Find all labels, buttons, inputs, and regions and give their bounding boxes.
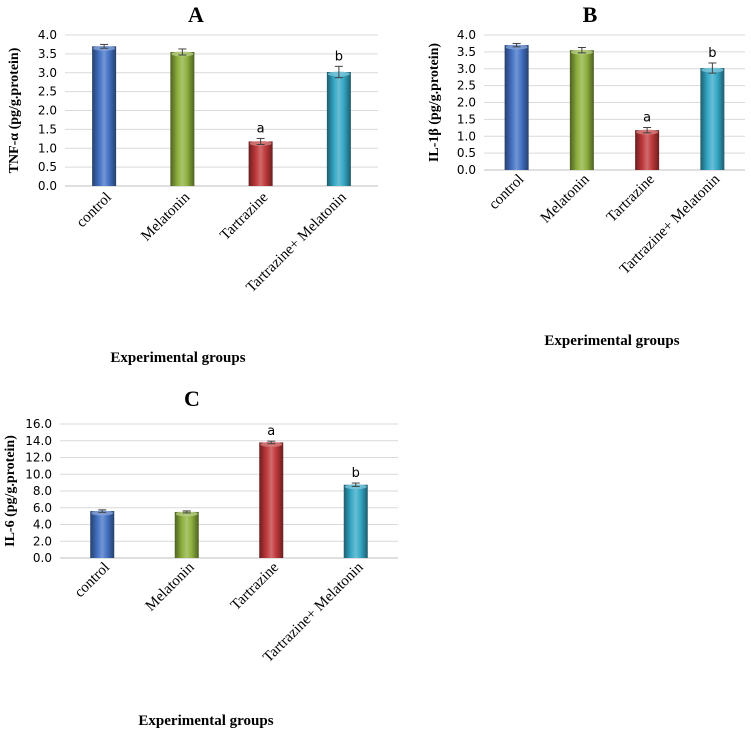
y-tick-label: 0.5 <box>38 160 57 174</box>
bar-2-0 <box>90 511 115 558</box>
chart-panel-b: 0.0 0.5 1.0 1.5 2.0 2.5 3.0 3.5 4.0 B IL-1β (pg/g.… <box>427 2 745 349</box>
y-tick-label: 4.0 <box>38 28 57 42</box>
category-label: control <box>74 190 115 231</box>
y-tick-label: 0.0 <box>38 179 57 193</box>
category-label: Melatonin <box>143 559 198 614</box>
bar-0-1 <box>170 51 195 186</box>
chart-title: A <box>188 2 204 27</box>
chart-panel-a: 0.0 0.5 1.0 1.5 2.0 2.5 3.0 3.5 4.0 A TNF-α (pg/g.… <box>7 2 378 366</box>
category-label: Melatonin <box>138 189 193 244</box>
y-tick-label: 1.5 <box>38 122 57 136</box>
y-axis-title: IL-1β (pg/g.protein) <box>427 43 442 162</box>
y-axis-title: IL-6 (pg/g.protein) <box>3 435 18 547</box>
bar-1-3 <box>700 68 725 170</box>
y-tick-label: 0.0 <box>33 551 52 565</box>
category-label: Melatonin <box>538 171 593 226</box>
y-tick-label: 2.0 <box>33 534 52 548</box>
y-tick-label: 14.0 <box>25 434 52 448</box>
y-tick-label: 2.0 <box>38 104 57 118</box>
category-label: control <box>486 172 527 213</box>
y-tick-label: 1.0 <box>457 129 476 143</box>
chart-title: B <box>583 2 598 27</box>
significance-label: b <box>352 466 360 481</box>
chart-panel-c: 0.0 2.0 4.0 6.0 8.0 10.0 12.0 14.0 16.0 C IL-6 (pg… <box>3 386 398 729</box>
y-tick-label: 1.5 <box>457 112 476 126</box>
significance-label: b <box>335 49 343 64</box>
x-axis-title: Experimental groups <box>544 333 679 349</box>
category-label: Tartrazine <box>217 189 271 243</box>
bar-1-2 <box>635 130 660 170</box>
y-tick-label: 3.0 <box>38 66 57 80</box>
y-tick-label: 2.5 <box>38 85 57 99</box>
category-label: Tartrazine <box>604 171 658 225</box>
significance-label: a <box>257 121 265 136</box>
category-label: Tartrazine <box>228 559 282 613</box>
x-axis-title: Experimental groups <box>138 713 273 729</box>
significance-label: a <box>643 110 651 125</box>
y-tick-label: 1.0 <box>38 141 57 155</box>
y-tick-label: 12.0 <box>25 451 52 465</box>
bar-2-1 <box>174 511 199 558</box>
bar-2-2 <box>259 442 284 558</box>
y-tick-label: 6.0 <box>33 501 52 515</box>
y-tick-label: 16.0 <box>25 417 52 431</box>
bar-2-3 <box>343 484 368 558</box>
y-tick-label: 0.5 <box>457 146 476 160</box>
y-tick-label: 3.5 <box>457 45 476 59</box>
significance-label: b <box>708 46 716 61</box>
bar-cap <box>175 511 198 517</box>
y-tick-label: 10.0 <box>25 467 52 481</box>
bar-0-3 <box>326 71 351 186</box>
significance-label: a <box>267 424 275 439</box>
y-tick-label: 2.0 <box>457 96 476 110</box>
chart-title: C <box>184 386 200 411</box>
y-axis-title: TNF-α (pg/g.protein) <box>7 47 22 173</box>
y-tick-label: 4.0 <box>33 518 52 532</box>
bar-0-2 <box>248 141 273 186</box>
category-label: control <box>72 560 113 601</box>
bar-1-1 <box>569 50 594 170</box>
bar-cap <box>91 510 114 516</box>
bar-0-0 <box>92 46 117 187</box>
y-tick-label: 2.5 <box>457 79 476 93</box>
y-tick-label: 3.0 <box>457 62 476 76</box>
y-tick-label: 3.5 <box>38 47 57 61</box>
x-axis-title: Experimental groups <box>110 350 245 366</box>
y-tick-label: 0.0 <box>457 163 476 177</box>
y-tick-label: 8.0 <box>33 484 52 498</box>
bar-cap <box>260 441 283 447</box>
y-tick-label: 4.0 <box>457 28 476 42</box>
bar-1-0 <box>504 45 529 170</box>
